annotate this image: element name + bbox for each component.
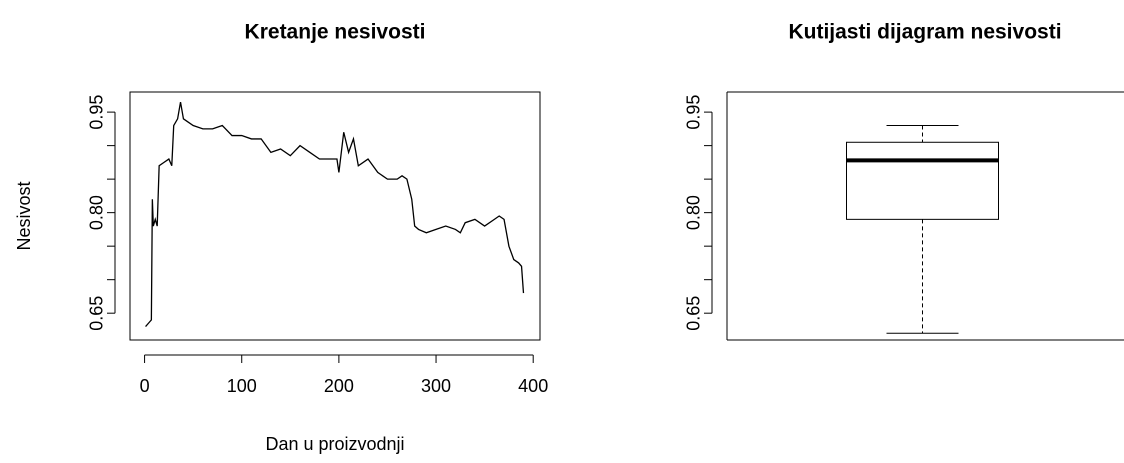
box [846, 141, 999, 220]
x-tick-label: 300 [421, 376, 451, 396]
x-axis-label: Dan u proizvodnji [265, 434, 404, 454]
chart-title: Kutijasti dijagram nesivosti [788, 21, 1061, 44]
y-tick-label: 0.65 [684, 296, 704, 331]
x-tick-label: 0 [140, 376, 150, 396]
data-line [145, 101, 525, 328]
plot-frame [129, 91, 541, 341]
y-tick-label: 0.80 [87, 195, 107, 230]
y-tick-label: 0.65 [87, 296, 107, 331]
chart-title: Kretanje nesivosti [245, 21, 426, 44]
x-tick-label: 400 [518, 376, 548, 396]
y-tick-label: 0.80 [684, 195, 704, 230]
x-tick-label: 200 [324, 376, 354, 396]
y-tick-label: 0.95 [684, 95, 704, 130]
y-tick-label: 0.95 [87, 95, 107, 130]
x-tick-label: 100 [227, 376, 257, 396]
y-axis-label: Nesivost [14, 181, 34, 250]
